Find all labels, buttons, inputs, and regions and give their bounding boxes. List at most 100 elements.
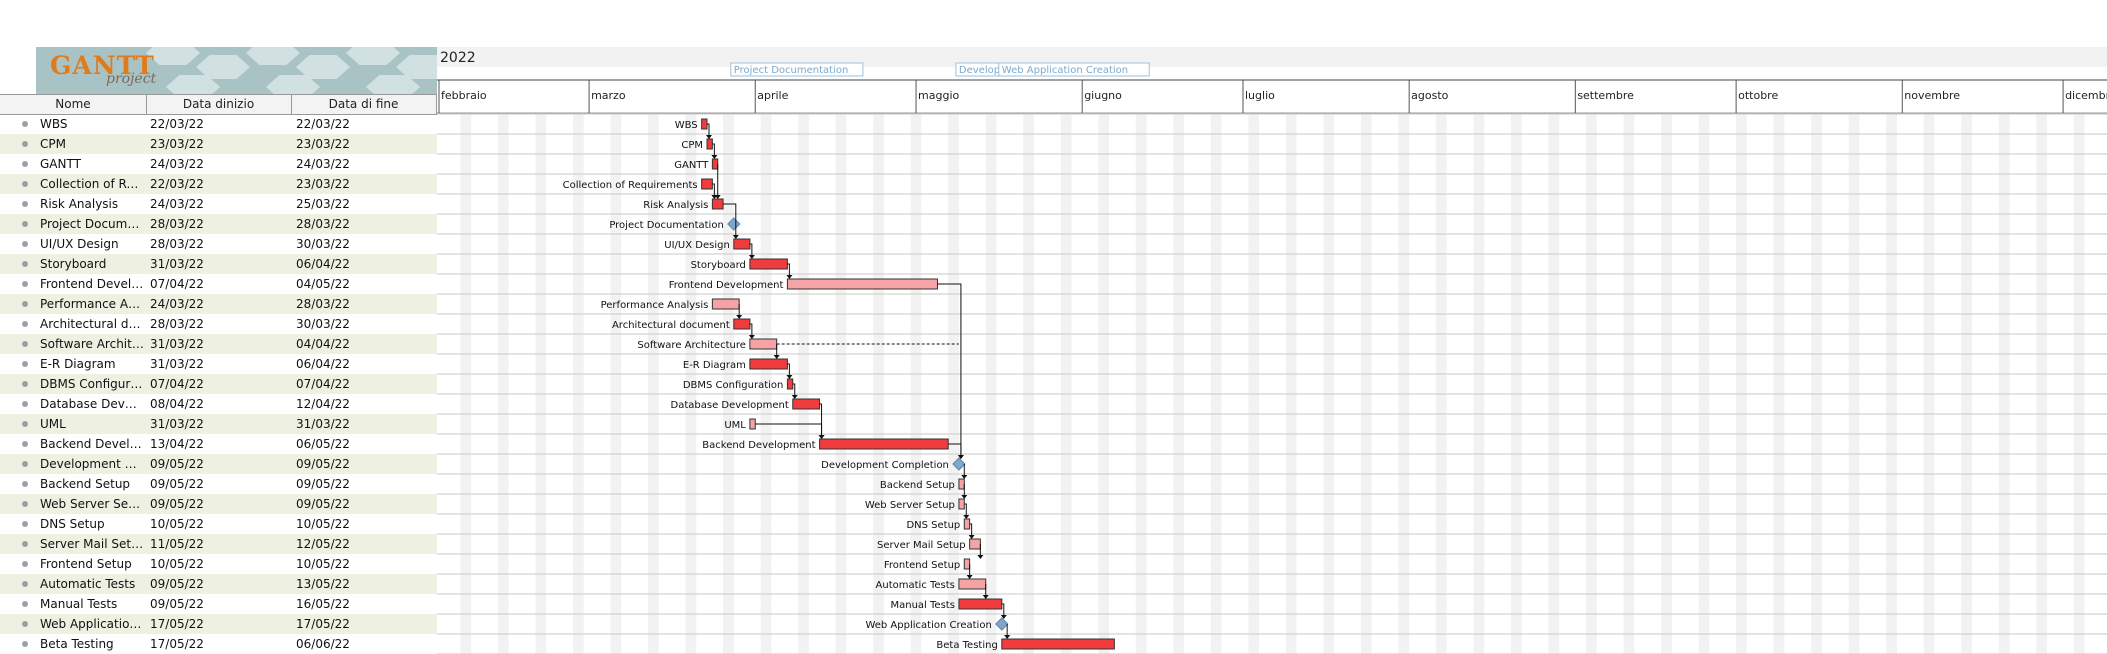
task-name[interactable]: Backend Develop...: [40, 437, 144, 451]
task-start-date[interactable]: 28/03/22: [150, 237, 204, 251]
table-row[interactable]: Database Develop... 08/04/22 12/04/22: [0, 394, 437, 414]
task-name[interactable]: Beta Testing: [40, 637, 114, 651]
task-start-date[interactable]: 11/05/22: [150, 537, 204, 551]
table-row[interactable]: Project Document... 28/03/22 28/03/22: [0, 214, 437, 234]
task-name[interactable]: Storyboard: [40, 257, 107, 271]
table-row[interactable]: DBMS Configurati... 07/04/22 07/04/22: [0, 374, 437, 394]
task-name[interactable]: Frontend Develop...: [40, 277, 144, 291]
task-end-date[interactable]: 22/03/22: [296, 117, 350, 131]
task-end-date[interactable]: 06/06/22: [296, 637, 350, 651]
task-start-date[interactable]: 24/03/22: [150, 197, 204, 211]
task-end-date[interactable]: 10/05/22: [296, 517, 350, 531]
task-start-date[interactable]: 08/04/22: [150, 397, 204, 411]
table-row[interactable]: Manual Tests 09/05/22 16/05/22: [0, 594, 437, 614]
task-name[interactable]: UI/UX Design: [40, 237, 119, 251]
task-start-date[interactable]: 09/05/22: [150, 577, 204, 591]
table-row[interactable]: WBS 22/03/22 22/03/22: [0, 114, 437, 134]
task-start-date[interactable]: 10/05/22: [150, 557, 204, 571]
task-end-date[interactable]: 04/04/22: [296, 337, 350, 351]
table-row[interactable]: Web Application ... 17/05/22 17/05/22: [0, 614, 437, 634]
task-end-date[interactable]: 09/05/22: [296, 497, 350, 511]
column-header-start[interactable]: Data dinizio: [146, 95, 292, 114]
task-name[interactable]: DNS Setup: [40, 517, 105, 531]
task-end-date[interactable]: 06/04/22: [296, 257, 350, 271]
table-row[interactable]: Frontend Develop... 07/04/22 04/05/22: [0, 274, 437, 294]
task-name[interactable]: UML: [40, 417, 66, 431]
task-end-date[interactable]: 30/03/22: [296, 237, 350, 251]
task-end-date[interactable]: 24/03/22: [296, 157, 350, 171]
task-start-date[interactable]: 10/05/22: [150, 517, 204, 531]
table-row[interactable]: Web Server Setup 09/05/22 09/05/22: [0, 494, 437, 514]
task-start-date[interactable]: 31/03/22: [150, 357, 204, 371]
table-row[interactable]: DNS Setup 10/05/22 10/05/22: [0, 514, 437, 534]
task-start-date[interactable]: 09/05/22: [150, 457, 204, 471]
task-name[interactable]: Backend Setup: [40, 477, 131, 491]
task-name[interactable]: Manual Tests: [40, 597, 118, 611]
task-end-date[interactable]: 09/05/22: [296, 477, 350, 491]
task-name[interactable]: CPM: [40, 137, 66, 151]
task-start-date[interactable]: 17/05/22: [150, 637, 204, 651]
task-end-date[interactable]: 31/03/22: [296, 417, 350, 431]
task-name[interactable]: Frontend Setup: [40, 557, 132, 571]
task-start-date[interactable]: 31/03/22: [150, 417, 204, 431]
task-start-date[interactable]: 24/03/22: [150, 297, 204, 311]
task-end-date[interactable]: 23/03/22: [296, 137, 350, 151]
table-row[interactable]: Development Co... 09/05/22 09/05/22: [0, 454, 437, 474]
table-row[interactable]: GANTT 24/03/22 24/03/22: [0, 154, 437, 174]
table-row[interactable]: Beta Testing 17/05/22 06/06/22: [0, 634, 437, 654]
task-name[interactable]: Web Application ...: [40, 617, 144, 631]
table-row[interactable]: Backend Develop... 13/04/22 06/05/22: [0, 434, 437, 454]
task-start-date[interactable]: 13/04/22: [150, 437, 204, 451]
task-end-date[interactable]: 07/04/22: [296, 377, 350, 391]
task-name[interactable]: E-R Diagram: [40, 357, 116, 371]
task-start-date[interactable]: 23/03/22: [150, 137, 204, 151]
table-row[interactable]: Automatic Tests 09/05/22 13/05/22: [0, 574, 437, 594]
task-name[interactable]: Collection of Req...: [40, 177, 144, 191]
task-start-date[interactable]: 24/03/22: [150, 157, 204, 171]
table-row[interactable]: UI/UX Design 28/03/22 30/03/22: [0, 234, 437, 254]
task-end-date[interactable]: 10/05/22: [296, 557, 350, 571]
table-row[interactable]: Frontend Setup 10/05/22 10/05/22: [0, 554, 437, 574]
task-end-date[interactable]: 28/03/22: [296, 297, 350, 311]
table-row[interactable]: Storyboard 31/03/22 06/04/22: [0, 254, 437, 274]
task-start-date[interactable]: 07/04/22: [150, 277, 204, 291]
task-name[interactable]: Risk Analysis: [40, 197, 119, 211]
table-row[interactable]: Architectural doc... 28/03/22 30/03/22: [0, 314, 437, 334]
task-end-date[interactable]: 30/03/22: [296, 317, 350, 331]
task-name[interactable]: DBMS Configurati...: [40, 377, 144, 391]
task-start-date[interactable]: 09/05/22: [150, 477, 204, 491]
task-start-date[interactable]: 07/04/22: [150, 377, 204, 391]
task-start-date[interactable]: 28/03/22: [150, 217, 204, 231]
task-name[interactable]: Software Architect...: [40, 337, 144, 351]
task-end-date[interactable]: 12/05/22: [296, 537, 350, 551]
task-end-date[interactable]: 06/05/22: [296, 437, 350, 451]
table-row[interactable]: Software Architect... 31/03/22 04/04/22: [0, 334, 437, 354]
task-end-date[interactable]: 17/05/22: [296, 617, 350, 631]
table-row[interactable]: Collection of Req... 22/03/22 23/03/22: [0, 174, 437, 194]
table-row[interactable]: Risk Analysis 24/03/22 25/03/22: [0, 194, 437, 214]
task-end-date[interactable]: 13/05/22: [296, 577, 350, 591]
task-start-date[interactable]: 22/03/22: [150, 177, 204, 191]
task-start-date[interactable]: 28/03/22: [150, 317, 204, 331]
table-row[interactable]: Server Mail Setup 11/05/22 12/05/22: [0, 534, 437, 554]
task-start-date[interactable]: 22/03/22: [150, 117, 204, 131]
task-name[interactable]: Automatic Tests: [40, 577, 136, 591]
task-end-date[interactable]: 09/05/22: [296, 457, 350, 471]
task-name[interactable]: Development Co...: [40, 457, 144, 471]
task-end-date[interactable]: 04/05/22: [296, 277, 350, 291]
task-start-date[interactable]: 31/03/22: [150, 257, 204, 271]
task-name[interactable]: WBS: [40, 117, 68, 131]
task-end-date[interactable]: 28/03/22: [296, 217, 350, 231]
column-header-name[interactable]: Nome: [0, 95, 147, 114]
task-end-date[interactable]: 12/04/22: [296, 397, 350, 411]
task-start-date[interactable]: 17/05/22: [150, 617, 204, 631]
task-name[interactable]: Web Server Setup: [40, 497, 144, 511]
task-start-date[interactable]: 09/05/22: [150, 597, 204, 611]
table-row[interactable]: E-R Diagram 31/03/22 06/04/22: [0, 354, 437, 374]
task-name[interactable]: Database Develop...: [40, 397, 144, 411]
task-end-date[interactable]: 25/03/22: [296, 197, 350, 211]
task-name[interactable]: Architectural doc...: [40, 317, 144, 331]
task-name[interactable]: Project Document...: [40, 217, 144, 231]
task-start-date[interactable]: 09/05/22: [150, 497, 204, 511]
table-row[interactable]: Backend Setup 09/05/22 09/05/22: [0, 474, 437, 494]
